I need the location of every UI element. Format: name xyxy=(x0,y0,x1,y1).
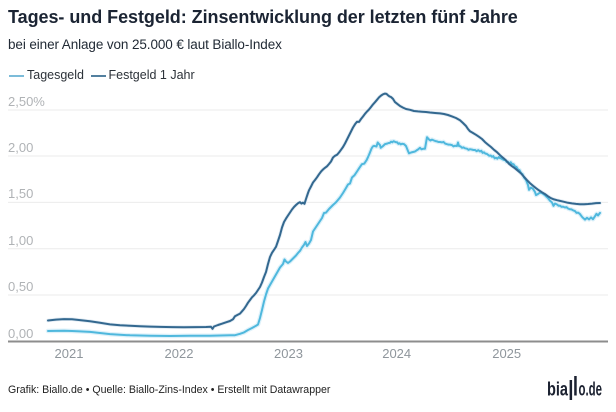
svg-text:bia: bia xyxy=(547,380,568,401)
svg-text:o.de: o.de xyxy=(579,380,603,401)
